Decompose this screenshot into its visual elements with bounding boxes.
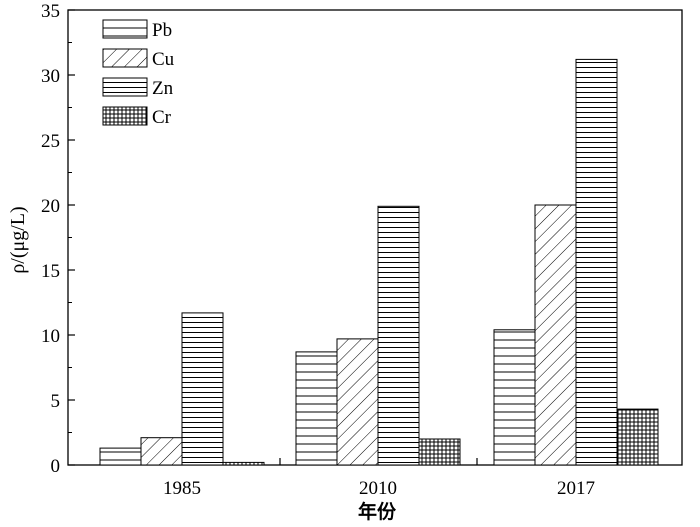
- legend-swatch-pb: [102, 19, 148, 39]
- x-tick-label: 2010: [359, 478, 397, 499]
- y-tick-label: 5: [51, 391, 61, 412]
- plot-area: 0 5 10 15 20 25 30 35 1985 2010 2017 Pb Cu Zn Cr: [41, 1, 683, 499]
- legend-label-cu: Cu: [152, 49, 175, 70]
- y-tick-label: 10: [41, 326, 60, 347]
- legend-label-pb: Pb: [152, 20, 172, 41]
- y-axis-label: ρ/(μg/L): [7, 206, 29, 273]
- legend-swatch-cu: [102, 48, 148, 68]
- x-tick-label: 2017: [557, 478, 595, 499]
- bar-pb-1985: [99, 447, 142, 466]
- bar-cr-2010: [418, 438, 461, 466]
- bar-cr-2017: [616, 408, 659, 466]
- legend-swatch-cr: [102, 106, 148, 126]
- bar-cu-2010: [336, 338, 379, 466]
- bar-pb-2010: [295, 351, 338, 466]
- y-tick-label: 20: [41, 196, 60, 217]
- bar-cr-1985: [222, 461, 265, 466]
- bar-zn-2010: [377, 205, 420, 466]
- bar-cu-1985: [140, 437, 183, 466]
- y-tick-label: 15: [41, 261, 60, 282]
- bar-pb-2017: [493, 329, 536, 466]
- x-axis-label: 年份: [358, 500, 397, 523]
- y-tick-label: 0: [51, 456, 61, 477]
- y-tick-label: 35: [41, 1, 60, 22]
- bar-zn-1985: [181, 312, 224, 466]
- legend-swatch-zn: [102, 77, 148, 97]
- legend-label-cr: Cr: [152, 107, 172, 128]
- bar-cu-2017: [534, 204, 577, 466]
- y-tick-label: 30: [41, 66, 60, 87]
- legend-label-zn: Zn: [152, 78, 174, 99]
- y-tick-label: 25: [41, 131, 60, 152]
- x-tick-label: 1985: [163, 478, 201, 499]
- bar-zn-2017: [575, 58, 618, 466]
